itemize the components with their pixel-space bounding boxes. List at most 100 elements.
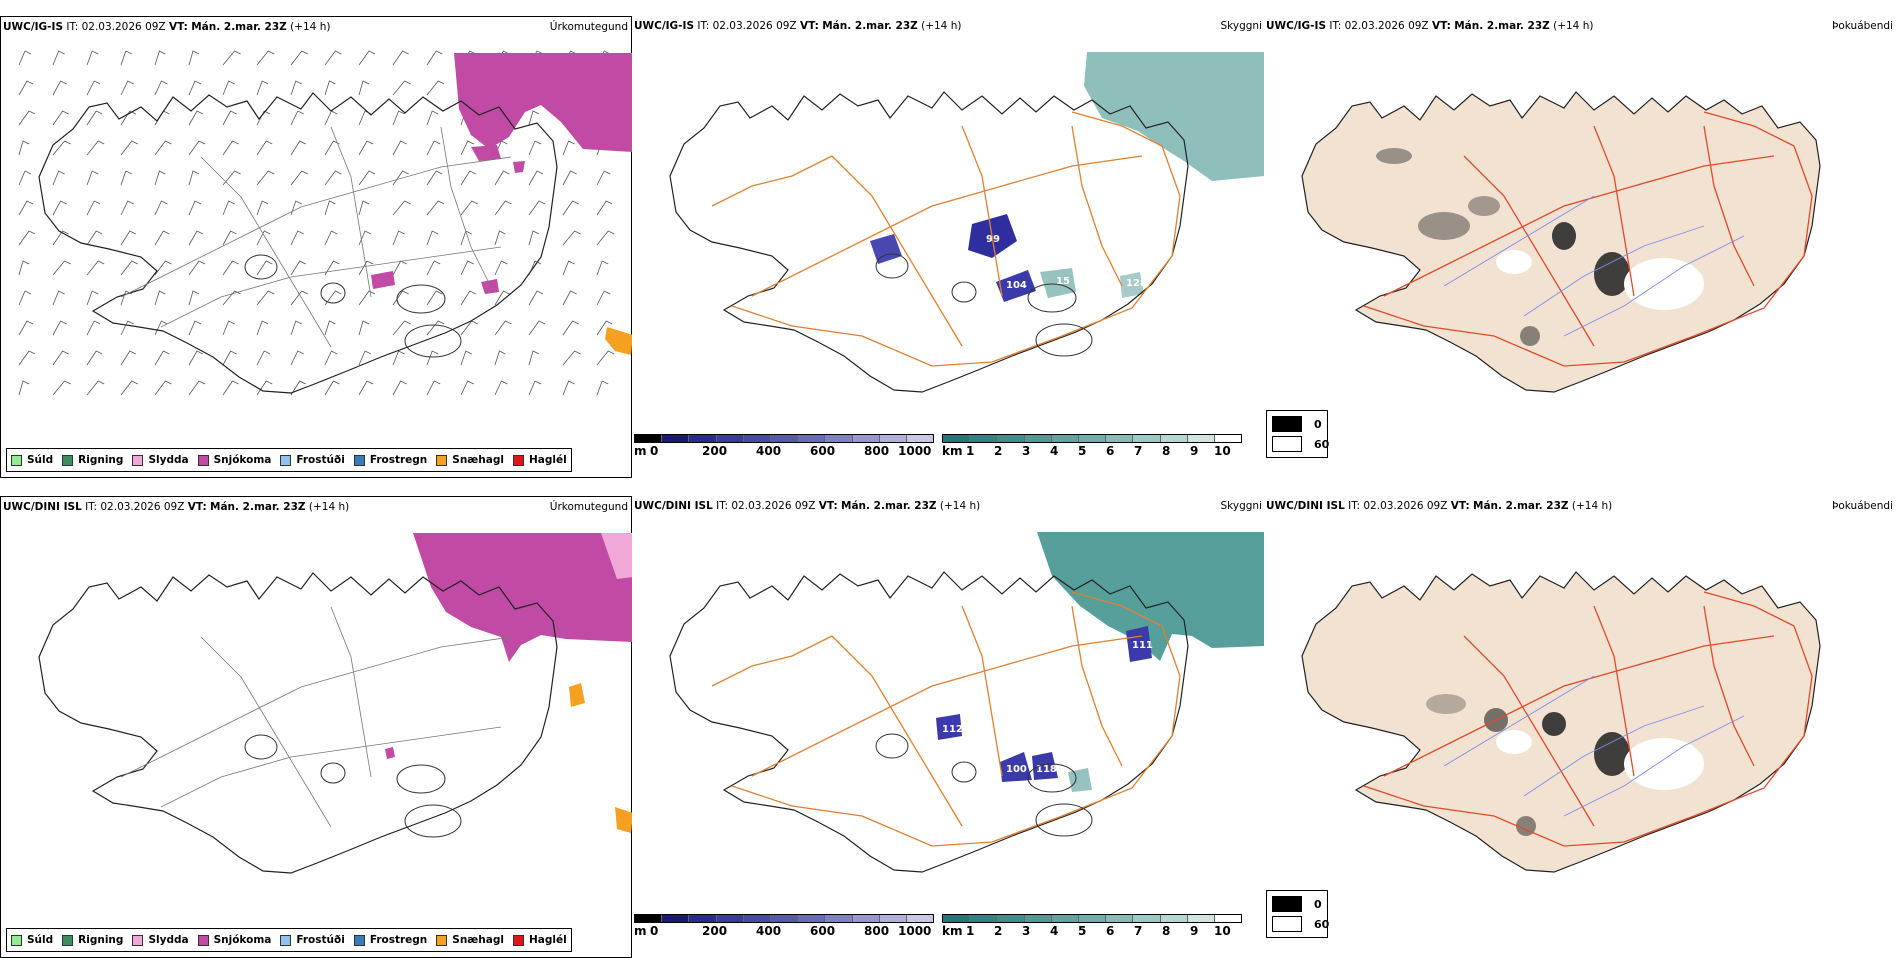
- wind-barb: [18, 200, 34, 216]
- snow-area: [385, 747, 395, 759]
- wind-barb: [426, 170, 443, 186]
- colorbar-tick: 800: [864, 444, 890, 458]
- wind-barb: [52, 140, 71, 156]
- wind-barb: [426, 350, 439, 366]
- colorbar-tick: 3: [1022, 444, 1031, 458]
- snow-area: [471, 145, 501, 161]
- colorbar-tick: 7: [1134, 444, 1143, 458]
- wind-barb: [426, 290, 443, 306]
- colorbar-tick: 0: [650, 924, 659, 938]
- wind-barb: [528, 380, 542, 396]
- legend-item-snow-pellets: Snæhagl: [436, 454, 504, 466]
- wind-barb: [86, 290, 99, 306]
- wind-barb: [324, 350, 338, 366]
- wind-barb: [596, 380, 609, 396]
- low-cloud-area: [870, 234, 902, 264]
- iceland-map: [38, 533, 633, 874]
- legend-item-snow: Snjókoma: [197, 454, 271, 466]
- low-visibility-area: [1120, 272, 1144, 298]
- legend-item-sleet: Slydda: [132, 934, 189, 946]
- wind-barb: [52, 230, 69, 246]
- wind-barb: [426, 260, 441, 276]
- wind-barb: [290, 260, 306, 276]
- panel-header: UWC/IG-IS IT: 02.03.2026 09Z VT: Mán. 2.…: [634, 20, 962, 32]
- wind-barb: [120, 230, 136, 246]
- wind-barb: [392, 350, 405, 366]
- wind-barb: [120, 200, 134, 216]
- wind-barb: [324, 200, 336, 216]
- wind-barb: [358, 50, 376, 66]
- wind-barb: [392, 380, 407, 396]
- wind-barb: [494, 380, 508, 396]
- wind-barb: [460, 320, 478, 336]
- wind-barb: [358, 200, 370, 216]
- colorbar-tick: 9: [1190, 444, 1199, 458]
- wind-barb: [52, 260, 71, 276]
- low-cloud-area: [1000, 752, 1032, 782]
- wind-barb: [460, 200, 478, 216]
- colorbar-tick: 9: [1190, 924, 1199, 938]
- wind-barb: [188, 380, 206, 396]
- colorbar-tick: 8: [1162, 444, 1171, 458]
- cloud-base-label: 128: [1126, 278, 1147, 289]
- panel-title: Úrkomutegund: [549, 21, 628, 33]
- wind-barb: [324, 170, 342, 186]
- wind-barb: [460, 170, 476, 186]
- wind-barb: [528, 320, 546, 336]
- legend-item-drizzle: Súld: [11, 934, 53, 946]
- cloud-base-label: 100: [1006, 764, 1027, 775]
- wind-barb: [188, 50, 200, 66]
- low-cloud-area: [1126, 626, 1152, 662]
- legend-item-snow-pellets: Snæhagl: [436, 934, 504, 946]
- wind-barb: [290, 80, 302, 96]
- legend-item-freezing-rain: Frostregn: [353, 934, 427, 946]
- legend-item-freezing-drizzle: Frostúði: [280, 934, 345, 946]
- iceland-map: 99 104 15 128 126: [669, 52, 1264, 393]
- fog-index-legend: 0 60: [1266, 890, 1329, 938]
- wind-barb: [528, 200, 546, 216]
- legend-swatch: [11, 454, 22, 466]
- wind-barb: [358, 350, 372, 366]
- colorbar-tick: 1: [966, 444, 975, 458]
- fog-index-areas: [1426, 694, 1630, 836]
- wind-barb: [460, 290, 476, 306]
- wind-barb: [18, 290, 32, 306]
- wind-barb: [290, 320, 302, 336]
- wind-barb: [256, 50, 275, 66]
- wind-barb: [324, 110, 338, 126]
- cloud-base-label: 118: [1036, 764, 1057, 775]
- wind-barb: [460, 260, 474, 276]
- wind-barb: [154, 50, 166, 66]
- cloud-base-colorbar: m 0 200 400 600 800 1000: [634, 434, 934, 458]
- wind-barb: [528, 290, 544, 306]
- colorbar-tick: 400: [756, 444, 782, 458]
- legend-swatch: [1272, 916, 1302, 932]
- road-network: [711, 111, 1181, 367]
- wind-barb: [188, 140, 206, 156]
- iceland-map: [18, 50, 633, 396]
- legend-swatch: [280, 934, 292, 946]
- precip-type-legend: Súld Rigning Slydda Snjókoma Frostúði Fr…: [6, 448, 572, 472]
- panel-title: Skyggni: [1220, 20, 1263, 32]
- wind-barb: [494, 230, 506, 246]
- colorbar-tick: 400: [756, 924, 782, 938]
- wind-barb: [596, 350, 615, 366]
- wind-barb: [188, 110, 204, 126]
- legend-item-rain: Rigning: [62, 454, 123, 466]
- low-cloud-area: [936, 714, 962, 740]
- wind-barb: [562, 350, 581, 366]
- wind-barb: [596, 320, 613, 336]
- cloud-base-colorbar: m 0 200 400 600 800 1000: [634, 914, 934, 938]
- wind-barb: [154, 290, 166, 306]
- iceland-map: [1301, 571, 1821, 873]
- wind-barb: [120, 140, 138, 156]
- wind-barb: [120, 320, 134, 336]
- wind-barb: [460, 350, 472, 366]
- snow-area: [481, 279, 499, 294]
- wind-barb: [562, 320, 579, 336]
- wind-barb: [154, 80, 168, 96]
- wind-barb: [426, 80, 445, 96]
- wind-barb: [596, 260, 609, 276]
- wind-barb: [562, 290, 577, 306]
- wind-barb: [154, 260, 172, 276]
